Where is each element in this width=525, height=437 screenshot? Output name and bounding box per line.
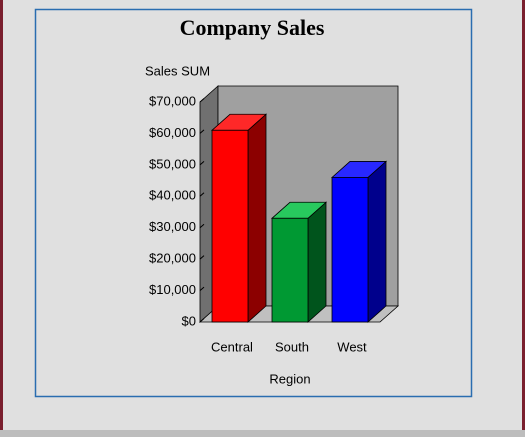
y-tick	[199, 255, 205, 260]
y-tick-label: $10,000	[149, 282, 196, 297]
x-tick-label: Central	[211, 339, 253, 354]
y-tick	[199, 98, 205, 103]
window-edge	[522, 0, 525, 437]
bar-side	[307, 201, 327, 323]
y-tick-label: $30,000	[149, 219, 196, 234]
y-axis-label: Sales SUM	[145, 63, 210, 78]
chart-frame	[34, 8, 473, 398]
chart-title: Company Sales	[180, 15, 325, 40]
bar-side	[247, 113, 267, 323]
bar	[271, 217, 309, 323]
y-tick-label: $60,000	[149, 125, 196, 140]
y-tick	[199, 192, 205, 197]
y-tick	[199, 160, 205, 166]
bar	[331, 177, 369, 323]
y-tick-label: $0	[182, 313, 196, 328]
y-tick	[199, 129, 205, 134]
y-tick-label: $50,000	[149, 156, 196, 171]
y-tick-label: $40,000	[149, 188, 196, 203]
y-tick	[199, 318, 205, 323]
status-strip	[0, 430, 525, 437]
bar	[211, 129, 249, 323]
y-tick-label: $70,000	[149, 93, 196, 108]
window-edge	[0, 0, 3, 437]
bar-side	[367, 160, 387, 323]
x-tick-label: South	[275, 339, 309, 354]
y-tick	[199, 223, 205, 229]
y-tick-label: $20,000	[149, 251, 196, 266]
x-axis-label: Region	[269, 371, 310, 386]
y-tick	[199, 286, 205, 291]
x-tick-label: West	[337, 339, 367, 354]
